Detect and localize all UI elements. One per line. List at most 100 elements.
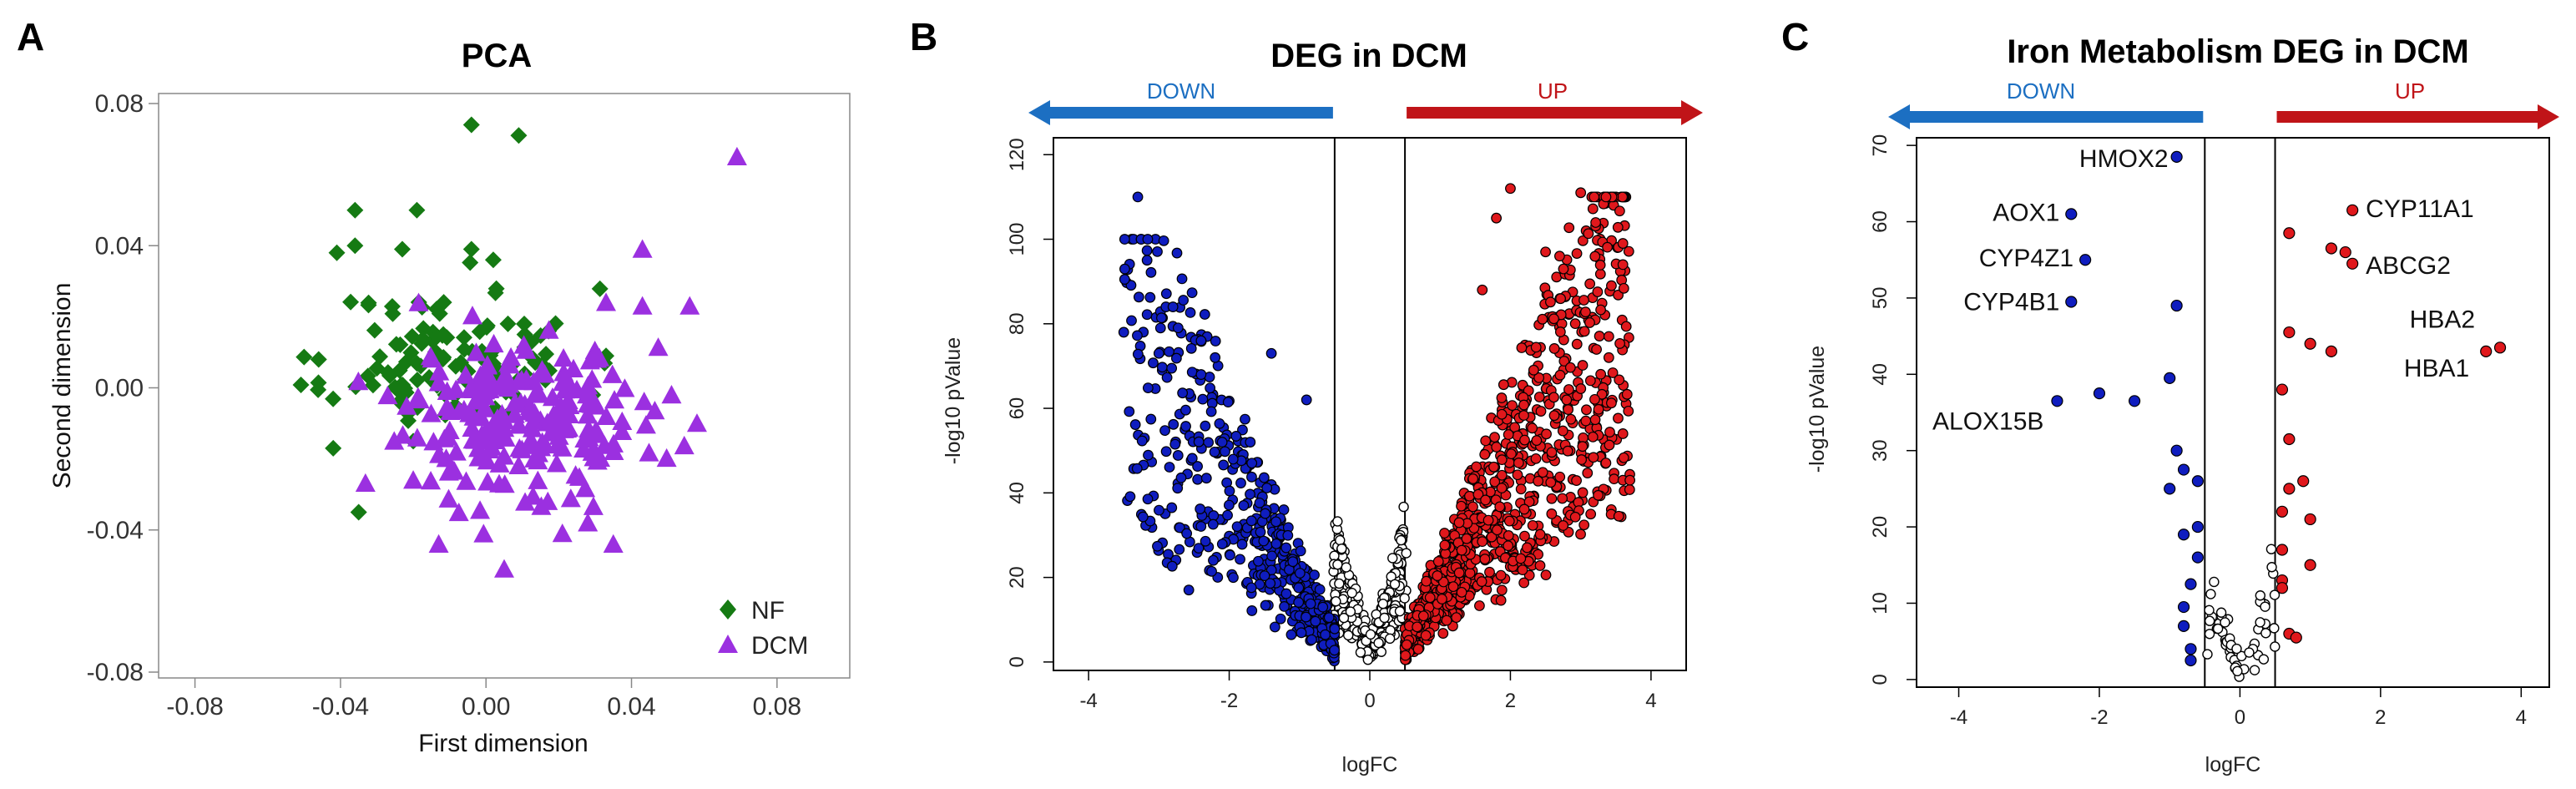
data-point-down [1119,263,1130,275]
data-point-ns [2269,589,2281,600]
panel-letter: B [910,15,937,58]
y-axis-label: Second dimension [48,283,76,489]
data-point-up [1584,317,1595,328]
data-point-down [1270,538,1282,549]
data-point-down [1132,191,1144,203]
data-point-dcm [596,406,617,426]
data-point-up [1521,542,1533,554]
data-point-nf [414,331,432,348]
data-point-nf [456,341,473,358]
data-point-down [1236,539,1248,550]
y-tick-label: 100 [1006,223,1028,256]
chart-title: DEG in DCM [1270,38,1467,74]
data-point-up [1581,404,1592,416]
data-point-down [1172,483,1184,494]
data-point-down [1317,601,1329,613]
data-point-down [2164,372,2176,384]
data-point-ns [2220,617,2230,628]
data-point-up [1439,528,1450,539]
data-point-ns [1335,534,1346,546]
data-point-up [1617,238,1629,249]
data-point-up [1516,342,1528,353]
data-point-up [1456,500,1467,512]
data-point-down [1235,554,1245,565]
data-point-up [1534,529,1546,540]
data-point-up [1606,280,1617,291]
y-tick-label: 0 [1869,674,1892,685]
y-tick-label: 60 [1869,210,1892,233]
up-arrow-head [2538,104,2559,129]
data-point-up [1595,368,1607,380]
y-tick-label: 20 [1869,516,1892,539]
data-point-ns [1401,548,1412,559]
data-point-down [1220,446,1230,458]
y-tick-label: 0.00 [95,375,144,402]
data-point-up [1569,318,1581,330]
data-point-ns [1355,647,1366,658]
data-point-dcm [578,405,599,424]
data-point-down [2093,387,2106,400]
data-point-down [1275,613,1286,625]
data-point-up [1518,399,1529,411]
data-point-nf [438,329,456,346]
data-point-dcm [448,502,469,522]
data-point-down [1160,446,1172,458]
data-point-up [1432,570,1443,581]
data-point-dcm [635,415,656,434]
data-point-up [1593,489,1604,501]
data-point-down [1152,245,1163,257]
up-arrow-head [1681,100,1703,125]
y-tick-label: 60 [1006,397,1028,420]
data-point-down [1124,406,1135,417]
data-point-dcm [587,451,608,470]
data-point-up [1518,577,1530,589]
data-point-down [1170,352,1182,364]
data-point-dcm [552,437,573,457]
data-point-dcm [409,389,430,409]
data-point-up [1467,501,1478,513]
data-point-up [1474,600,1485,611]
data-point-up [1533,475,1544,487]
data-point-ns [2204,604,2215,616]
data-point-dcm [546,453,567,473]
data-point-down [1175,472,1187,483]
data-point-up [1614,338,1625,349]
data-point-ns [2204,615,2215,626]
gene-label: AOX1 [1993,199,2059,226]
data-point-dcm [558,417,579,437]
data-point-down [1224,485,1235,497]
y-tick-label: 40 [1006,482,1028,504]
y-tick-label: 50 [1869,287,1892,310]
data-point-down [1166,502,1178,513]
data-point-down [1323,612,1335,624]
data-point-dcm [523,486,543,505]
data-point-dcm [602,364,623,383]
data-point-down [2185,643,2197,655]
data-point-up [1591,344,1602,355]
data-point-dcm [498,377,518,397]
data-point-dcm [473,430,494,450]
data-point-up [1496,408,1508,420]
data-point-down [1119,234,1130,245]
data-point-up [1589,393,1600,405]
data-point-up [1588,452,1599,463]
data-point-up [1577,235,1589,246]
data-point-dcm [462,306,482,325]
data-point-up [1558,263,1569,275]
y-tick-label: 120 [1006,138,1028,171]
data-point-dcm [493,446,514,465]
data-point-up [1557,425,1568,437]
data-point-down [1164,346,1174,357]
data-point-dcm [428,534,449,553]
data-point-up [1471,461,1482,473]
data-point-dcm [632,239,653,258]
data-point-dcm [477,472,498,491]
data-point-up [1589,250,1601,262]
data-point-ns [1384,633,1396,645]
data-point-down [1216,437,1228,448]
data-point-ns [2215,607,2227,618]
data-point-up [1534,560,1546,571]
data-point-down [1152,540,1163,552]
data-point-dcm [556,369,577,388]
data-point-down [1137,511,1149,523]
